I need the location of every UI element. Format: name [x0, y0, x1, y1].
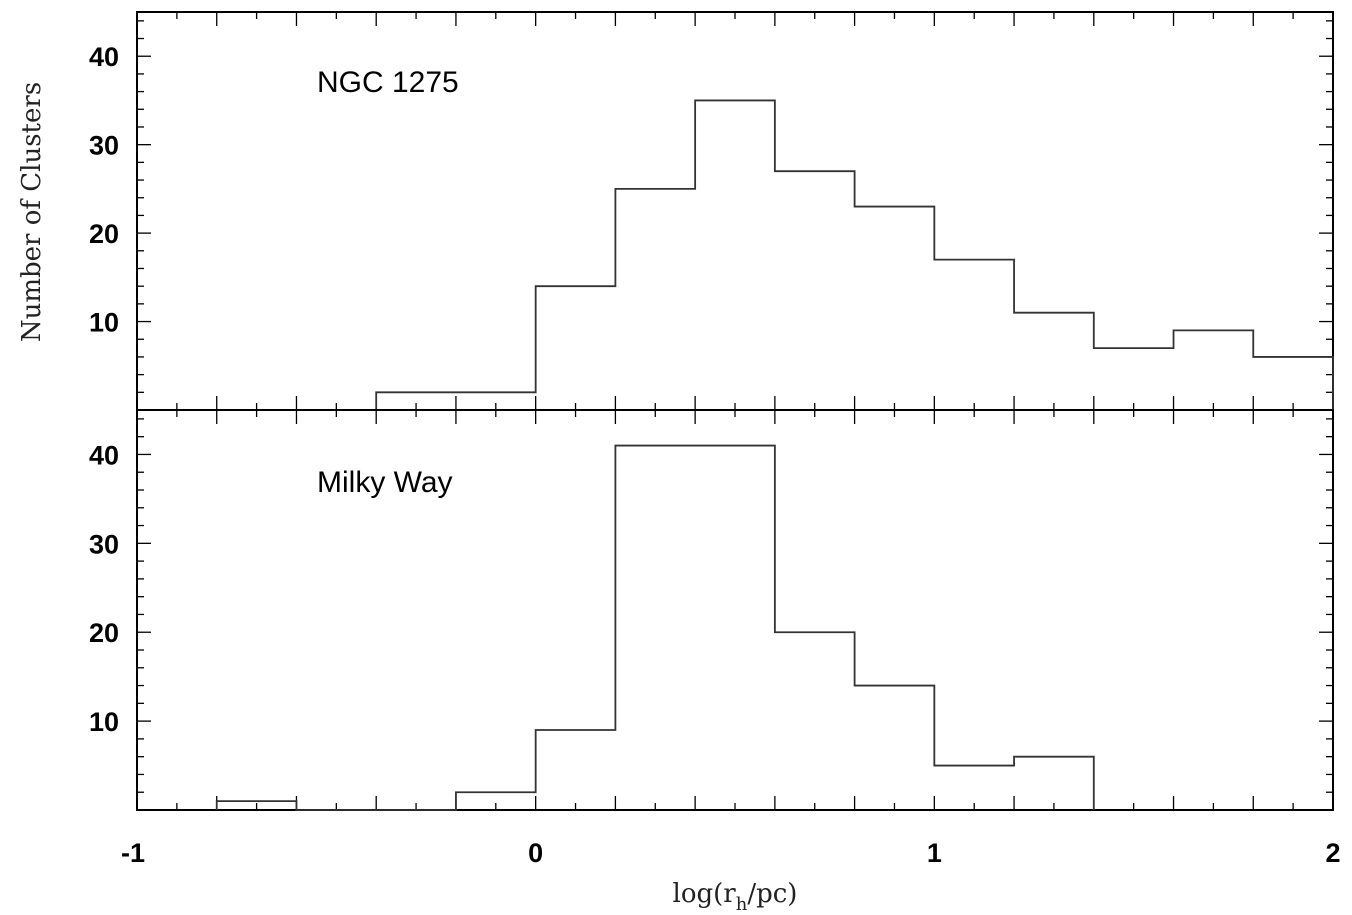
histogram-bin: [775, 171, 855, 410]
y-tick-label: 10: [89, 707, 119, 737]
panel-label: Milky Way: [317, 466, 453, 499]
histogram-bin: [1094, 348, 1174, 410]
x-tick-label: 0: [528, 838, 543, 868]
histogram-bin: [536, 286, 616, 410]
histogram-bin: [934, 766, 1014, 810]
y-tick-label: 40: [89, 440, 119, 470]
panel-label: NGC 1275: [317, 66, 459, 99]
histogram-series-line: [375, 99, 1334, 410]
histogram-bin: [456, 792, 536, 810]
histogram-bin: [456, 392, 536, 410]
histogram-series-line: [215, 444, 1095, 811]
histogram-bin: [855, 207, 935, 410]
histogram-bin: [1174, 330, 1254, 410]
histogram-bin: [536, 730, 616, 810]
x-tick-label: 1: [927, 838, 942, 868]
histogram-bin: [934, 260, 1014, 410]
y-tick-label: 20: [89, 219, 119, 249]
histogram-bin: [376, 392, 456, 410]
histogram-bin: [1014, 313, 1094, 410]
y-axis-title: Number of Clusters: [17, 82, 47, 342]
y-tick-label: 30: [89, 529, 119, 559]
histogram-bin: [855, 686, 935, 810]
x-tick-label: -1: [121, 838, 145, 868]
panel-bottom: 10 20 30 40 Milky Way: [89, 409, 1334, 811]
y-tick-label: 10: [89, 308, 119, 338]
histogram-bin: [695, 446, 775, 810]
y-tick-label: 30: [89, 131, 119, 161]
x-axis-title-prefix: log(r: [673, 879, 737, 909]
y-tick-label: 40: [89, 42, 119, 72]
x-axis-title: log(rh/pc): [673, 879, 798, 915]
histogram-bin: [217, 801, 297, 810]
histogram-bin: [615, 446, 695, 810]
histogram-bin: [775, 632, 855, 810]
panels-layer: 10 20 30 40 NGC 1275 10 20 30 40 Milky Way -1 0 1 2: [89, 11, 1341, 868]
histogram-bin: [695, 100, 775, 410]
histogram-bin: [615, 189, 695, 410]
histogram-bin: [1253, 357, 1333, 410]
panel-top: 10 20 30 40 NGC 1275: [89, 11, 1334, 411]
x-tick-label: 2: [1325, 838, 1340, 868]
x-axis-title-suffix: /pc): [747, 879, 797, 909]
x-tick-labels: -1 0 1 2: [121, 838, 1341, 868]
x-axis-title-subscript: h: [736, 894, 748, 915]
y-tick-label: 20: [89, 618, 119, 648]
histogram-bin: [1014, 757, 1094, 810]
